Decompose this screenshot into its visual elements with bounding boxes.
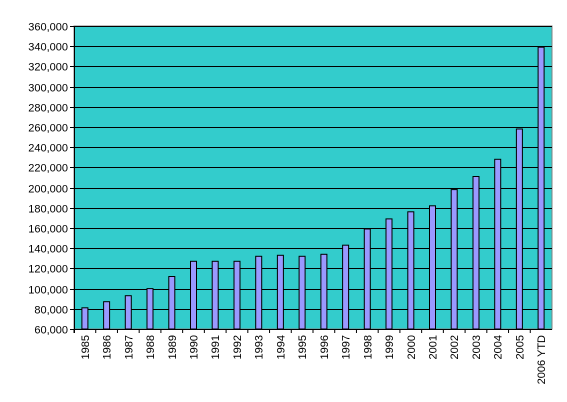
- bar-2002: [450, 189, 458, 330]
- y-axis-tick-labels: 60,000 80,000 100,000 120,000 140,000 160,000…: [28, 22, 68, 337]
- bar-1999: [385, 218, 393, 330]
- bars: [81, 46, 545, 330]
- bar-1991: [211, 260, 219, 330]
- bar-2006-ytd: [537, 46, 545, 330]
- x-tick-label: 2006 YTD: [536, 335, 548, 384]
- x-tick-label: 1990: [189, 335, 201, 359]
- bar-1990: [190, 260, 197, 330]
- bar-1986: [103, 301, 111, 330]
- plot-area: [73, 25, 553, 330]
- x-tick-label: 1987: [123, 335, 135, 359]
- y-tick-label: 340,000: [28, 42, 68, 54]
- bar-1987: [124, 295, 132, 330]
- y-tick-label: 80,000: [34, 305, 68, 317]
- x-tick-label: 1999: [384, 335, 396, 359]
- x-tick-label: 1997: [341, 335, 353, 359]
- y-tick-label: 220,000: [28, 163, 68, 175]
- bar-2005: [515, 128, 523, 330]
- y-tick-label: 300,000: [28, 83, 68, 95]
- bar-1998: [363, 228, 371, 330]
- y-tick-label: 260,000: [28, 123, 68, 135]
- x-tick-label: 1985: [80, 335, 92, 359]
- x-tick-label: 1994: [275, 335, 287, 359]
- bar-2000: [407, 211, 415, 330]
- x-tick-label: 2001: [428, 335, 440, 359]
- x-tick-label: 1995: [297, 335, 309, 359]
- x-tick-label: 1998: [362, 335, 374, 359]
- y-tick-label: 140,000: [28, 244, 68, 256]
- x-tick-label: 1996: [319, 335, 331, 359]
- x-tick-label: 1991: [210, 335, 222, 359]
- x-tick-label: 1986: [102, 335, 114, 359]
- y-tick-label: 280,000: [28, 103, 68, 115]
- y-tick-label: 200,000: [28, 184, 68, 196]
- y-tick-label: 120,000: [28, 264, 68, 276]
- bar-1989: [168, 276, 176, 330]
- bar-1994: [276, 254, 284, 330]
- gridlines: [74, 26, 552, 330]
- x-tick-label: 1988: [145, 335, 157, 359]
- y-tick-label: 160,000: [28, 224, 68, 236]
- y-tick-label: 320,000: [28, 62, 68, 74]
- bar-1992: [233, 260, 241, 330]
- bar-1988: [146, 288, 154, 330]
- x-tick-label: 2002: [449, 335, 461, 359]
- y-tick-label: 240,000: [28, 143, 68, 155]
- bar-2003: [472, 176, 480, 330]
- x-tick-label: 2005: [514, 335, 526, 359]
- x-tick-label: 1992: [232, 335, 244, 359]
- x-tick-label: 2004: [493, 335, 505, 359]
- bar-1996: [320, 253, 328, 330]
- bar-1993: [255, 255, 263, 330]
- y-tick-label: 100,000: [28, 285, 68, 297]
- x-tick-label: 2003: [471, 335, 483, 359]
- y-tick-label: 60,000: [34, 325, 68, 337]
- x-axis-tick-labels: 1985 1986 1987 1988 1989 1990 1991 1992 1993 1994…: [80, 335, 548, 384]
- x-tick-label: 2000: [406, 335, 418, 359]
- bar-2004: [494, 158, 502, 330]
- x-tick-label: 1989: [167, 335, 179, 359]
- bar-1985: [81, 307, 89, 330]
- bar-1995: [298, 255, 306, 330]
- bar-2001: [429, 205, 436, 330]
- y-tick-label: 360,000: [28, 22, 68, 34]
- y-tick-label: 180,000: [28, 204, 68, 216]
- bar-1997: [342, 244, 350, 330]
- x-tick-label: 1993: [254, 335, 266, 359]
- axes: [70, 26, 552, 333]
